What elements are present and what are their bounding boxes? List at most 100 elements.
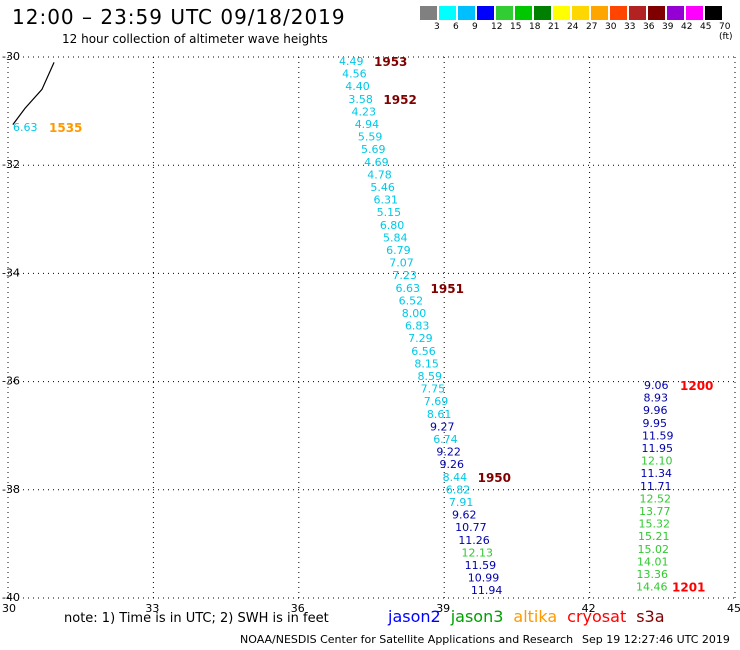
scale-swatch bbox=[667, 6, 684, 20]
track2-wave-height: 8.93 bbox=[644, 392, 669, 405]
scale-swatch bbox=[477, 6, 494, 20]
track1-wave-height: 5.59 bbox=[358, 131, 383, 144]
track1-wave-height: 6.56 bbox=[411, 345, 436, 358]
track2-time-label: 1200 bbox=[680, 379, 713, 393]
track2-wave-height: 11.34 bbox=[641, 467, 673, 480]
footnote: note: 1) Time is in UTC; 2) SWH is in fe… bbox=[64, 611, 329, 626]
track2-wave-height: 15.21 bbox=[638, 530, 670, 543]
track2-wave-height: 12.10 bbox=[641, 455, 673, 468]
scale-label: 9 bbox=[472, 22, 478, 32]
scale-label: 6 bbox=[453, 22, 459, 32]
track1-time-label: 1952 bbox=[383, 93, 416, 107]
track1-wave-height: 8.44 bbox=[443, 471, 468, 484]
track1-wave-height: 6.31 bbox=[374, 194, 399, 207]
track2-wave-height: 13.77 bbox=[639, 505, 671, 518]
satellite-legend: jason2 jason3 altika cryosat s3a bbox=[388, 607, 675, 626]
scale-swatch bbox=[591, 6, 608, 20]
coastline-line bbox=[12, 62, 55, 125]
scale-label: 21 bbox=[548, 22, 560, 32]
track1-time-label: 1953 bbox=[374, 55, 407, 69]
track1-wave-height: 4.49 bbox=[339, 55, 364, 68]
track2-time-label: 1201 bbox=[672, 581, 705, 595]
scale-swatch bbox=[686, 6, 703, 20]
track2-wave-height: 12.52 bbox=[640, 492, 672, 505]
track1-wave-height: 10.99 bbox=[468, 572, 500, 585]
scale-label: 36 bbox=[643, 22, 655, 32]
scale-label: 30 bbox=[605, 22, 617, 32]
track1-wave-height: 9.26 bbox=[439, 458, 464, 471]
track1-wave-height: 6.80 bbox=[380, 219, 405, 232]
track1-wave-height: 7.69 bbox=[424, 395, 449, 408]
track1-wave-height: 8.59 bbox=[418, 370, 443, 383]
scale-swatch bbox=[534, 6, 551, 20]
track2-wave-height: 14.46 bbox=[636, 581, 668, 594]
track1-wave-height: 3.58 bbox=[348, 93, 373, 106]
track1-wave-height: 11.26 bbox=[458, 534, 490, 547]
track1-wave-height: 11.94 bbox=[471, 584, 503, 597]
track1-wave-height: 7.29 bbox=[408, 332, 433, 345]
satellite-legend-cryosat: cryosat bbox=[567, 607, 627, 626]
track3-time-label: 1535 bbox=[49, 121, 82, 135]
lat-tick-label: -30 bbox=[2, 50, 20, 63]
scale-label: 3 bbox=[434, 22, 440, 32]
track1-wave-height: 9.22 bbox=[436, 446, 461, 459]
scale-swatch bbox=[648, 6, 665, 20]
scale-swatch bbox=[610, 6, 627, 20]
track1-wave-height: 5.46 bbox=[370, 181, 395, 194]
track1-wave-height: 7.91 bbox=[449, 496, 474, 509]
track1-wave-height: 4.56 bbox=[342, 68, 367, 81]
track1-wave-height: 5.84 bbox=[383, 231, 408, 244]
scale-label: 12 bbox=[491, 22, 503, 32]
track1-wave-height: 7.07 bbox=[389, 257, 414, 270]
track1-wave-height: 4.94 bbox=[355, 118, 380, 131]
track1-wave-height: 6.82 bbox=[446, 483, 471, 496]
lon-tick-label: 36 bbox=[291, 602, 305, 615]
scale-label: 24 bbox=[567, 22, 579, 32]
scale-label: 45 bbox=[700, 22, 712, 32]
track1-wave-height: 7.23 bbox=[392, 269, 417, 282]
track2-wave-height: 14.01 bbox=[637, 555, 669, 568]
lat-tick-label: -32 bbox=[2, 158, 20, 171]
track2: 9.068.939.969.9511.5911.9512.1011.3411.7… bbox=[636, 379, 713, 595]
lat-tick-label: -40 bbox=[2, 591, 20, 604]
lat-tick-label: -38 bbox=[2, 483, 20, 496]
lon-tick-label: 30 bbox=[2, 602, 16, 615]
track2-wave-height: 9.95 bbox=[643, 417, 668, 430]
track1-wave-height: 8.15 bbox=[414, 357, 439, 370]
track1-wave-height: 4.69 bbox=[364, 156, 389, 169]
track1-wave-height: 4.40 bbox=[345, 80, 370, 93]
track1-wave-height: 8.00 bbox=[402, 307, 427, 320]
scale-swatch bbox=[420, 6, 437, 20]
lat-lon-grid bbox=[7, 56, 736, 599]
track1-wave-height: 6.79 bbox=[386, 244, 411, 257]
lon-tick-label: 33 bbox=[145, 602, 159, 615]
track2-wave-height: 11.95 bbox=[642, 442, 674, 455]
track1-wave-height: 9.62 bbox=[452, 509, 477, 522]
scale-label: 27 bbox=[586, 22, 598, 32]
lat-tick-label: -36 bbox=[2, 375, 20, 388]
page-title: 12:00 – 23:59 UTC 09/18/2019 bbox=[12, 5, 346, 29]
track2-wave-height: 11.71 bbox=[640, 480, 672, 493]
track1-wave-height: 9.27 bbox=[430, 420, 455, 433]
scale-label: 18 bbox=[529, 22, 541, 32]
satellite-legend-altika: altika bbox=[513, 607, 558, 626]
track1-wave-height: 4.23 bbox=[352, 105, 377, 118]
scale-swatch bbox=[515, 6, 532, 20]
track1-wave-height: 4.78 bbox=[367, 168, 392, 181]
lon-tick-label: 39 bbox=[436, 602, 450, 615]
scale-swatch bbox=[553, 6, 570, 20]
track1-wave-height: 10.77 bbox=[455, 521, 487, 534]
track2-wave-height: 13.36 bbox=[637, 568, 669, 581]
track1-wave-height: 12.13 bbox=[461, 546, 493, 559]
track1-wave-height: 5.69 bbox=[361, 143, 386, 156]
satellite-legend-jason3: jason3 bbox=[450, 607, 504, 626]
altimeter-tracks: 4.494.564.403.584.234.945.595.694.694.78… bbox=[13, 55, 713, 597]
scale-swatch bbox=[629, 6, 646, 20]
axis-tick-labels: 30 33 36 39 42 45 -30 -32 -34 -36 -38 -40 bbox=[2, 50, 740, 615]
coastline bbox=[12, 62, 55, 125]
track1-wave-height: 6.63 bbox=[396, 282, 421, 295]
track1-time-label: 1950 bbox=[478, 471, 511, 485]
track1-time-label: 1951 bbox=[431, 282, 464, 296]
track1-wave-height: 11.59 bbox=[465, 559, 497, 572]
